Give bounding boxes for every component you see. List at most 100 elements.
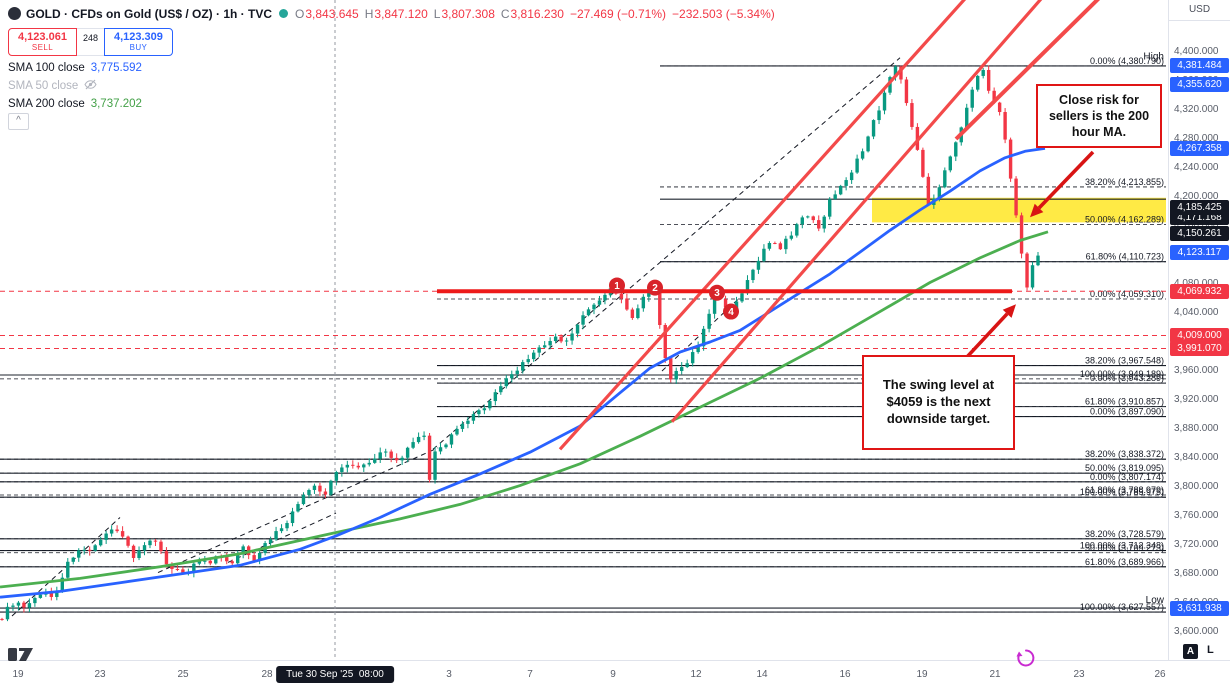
fib-label: 61.80% (3,910.857) bbox=[1085, 397, 1164, 407]
fib-retracement-lines[interactable]: 0.00% (4,380.790) 38.20% (4,213.855) 50.00… bbox=[0, 56, 1166, 613]
time-tick: 23 bbox=[94, 669, 106, 680]
indicator-row-sma50[interactable]: SMA 50 close bbox=[8, 77, 142, 95]
time-tick: 14 bbox=[756, 669, 768, 680]
sma50-label: SMA 50 close bbox=[8, 80, 79, 92]
price-tick: 4,040.000 bbox=[1174, 307, 1219, 318]
price-tick: 4,240.000 bbox=[1174, 162, 1219, 173]
ohlc-readout: O 3,843.645 H 3,847.120 L 3,807.308 C 3,816.… bbox=[295, 7, 775, 21]
price-tick: 4,200.000 bbox=[1174, 191, 1219, 202]
close-value: 3,816.230 bbox=[510, 6, 564, 21]
fib-label: 0.00% (4,380.790) bbox=[1090, 56, 1164, 66]
low-label: L bbox=[433, 6, 441, 21]
crosshair-date-badge: Tue 30 Sep '25 08:00 bbox=[276, 666, 394, 683]
fib-label: 0.00% (3,897.090) bbox=[1090, 407, 1164, 417]
price-tick: 4,320.000 bbox=[1174, 104, 1219, 115]
candlestick-series bbox=[0, 65, 1040, 622]
fib-label: 50.00% (3,709.273) bbox=[1085, 543, 1164, 553]
fib-label: 0.00% (3,943.289) bbox=[1090, 373, 1164, 383]
change-value: −27.469 (−0.71%) bbox=[569, 6, 667, 21]
low-tag: Low bbox=[1146, 595, 1165, 606]
price-tick: 3,920.000 bbox=[1174, 394, 1219, 405]
buy-label: BUY bbox=[129, 43, 148, 52]
fib-label: 0.00% (3,807.174) bbox=[1090, 472, 1164, 482]
price-badge: 4,267.358 bbox=[1170, 140, 1229, 156]
price-badge: 4,150.261 bbox=[1170, 225, 1229, 241]
price-badge: 4,355.620 bbox=[1170, 76, 1229, 92]
price-chart-canvas[interactable]: 0.00% (4,380.790) 38.20% (4,213.855) 50.00… bbox=[0, 0, 1168, 660]
svg-text:2: 2 bbox=[652, 283, 658, 294]
indicator-row-sma200[interactable]: SMA 200 close 3,737.202 bbox=[8, 95, 142, 113]
axis-currency-label: USD bbox=[1169, 0, 1230, 21]
buy-button[interactable]: 4,123.309 BUY bbox=[103, 28, 173, 56]
time-tick: 7 bbox=[527, 669, 533, 680]
price-badge: 4,009.000 bbox=[1170, 327, 1229, 343]
svg-text:1: 1 bbox=[614, 281, 620, 292]
sma200-value: 3,737.202 bbox=[90, 98, 142, 110]
eye-off-icon[interactable] bbox=[84, 79, 97, 93]
red-channel-lines[interactable] bbox=[558, 0, 1118, 451]
sell-button[interactable]: 4,123.061 SELL bbox=[8, 28, 77, 56]
log-scale-button[interactable]: L bbox=[1207, 644, 1214, 656]
chart-legend: GOLD · CFDs on Gold (US$ / OZ) · 1h · TV… bbox=[8, 5, 775, 130]
price-tick: 3,960.000 bbox=[1174, 365, 1219, 376]
dashed-trendlines[interactable] bbox=[11, 57, 901, 617]
tradingview-logo[interactable] bbox=[8, 645, 42, 669]
low-value: 3,807.308 bbox=[441, 6, 495, 21]
time-tick: 23 bbox=[1073, 669, 1085, 680]
annotation-box-swing-level[interactable]: The swing level at $4059 is the next dow… bbox=[862, 355, 1015, 450]
price-tick: 3,720.000 bbox=[1174, 539, 1219, 550]
collapse-legend-button[interactable]: ^ bbox=[8, 113, 29, 130]
price-badge: 3,991.070 bbox=[1170, 340, 1229, 356]
fib-label: 38.20% (3,967.548) bbox=[1085, 356, 1164, 366]
order-widget: 4,123.061 SELL 248 4,123.309 BUY bbox=[8, 28, 173, 56]
price-tick: 3,600.000 bbox=[1174, 626, 1219, 637]
time-tick: 26 bbox=[1154, 669, 1166, 680]
price-tick: 4,280.000 bbox=[1174, 133, 1219, 144]
fib-label: 61.80% (3,788.979) bbox=[1085, 485, 1164, 495]
time-tick: 19 bbox=[916, 669, 928, 680]
svg-text:4: 4 bbox=[728, 307, 734, 318]
replay-icon[interactable] bbox=[1016, 648, 1036, 673]
sma200-line[interactable] bbox=[0, 230, 1049, 589]
sell-label: SELL bbox=[31, 43, 54, 52]
time-tick: 16 bbox=[839, 669, 851, 680]
fib-label: 100.00% (3,627.557) bbox=[1080, 602, 1164, 612]
price-badge: 4,123.117 bbox=[1170, 245, 1229, 261]
fib-label: 50.00% (4,162.289) bbox=[1085, 214, 1164, 224]
fib-label: 38.20% (3,838.372) bbox=[1085, 449, 1164, 459]
time-tick: 19 bbox=[12, 669, 24, 680]
sma100-line[interactable] bbox=[0, 147, 1046, 599]
sma200-label: SMA 200 close bbox=[8, 98, 85, 110]
market-status-icon bbox=[279, 9, 288, 18]
open-value: 3,843.645 bbox=[305, 6, 359, 21]
fib-label: 38.20% (3,728.579) bbox=[1085, 529, 1164, 539]
open-label: O bbox=[295, 6, 305, 21]
time-axis[interactable]: 19 23 25 28 3 7 9 12 14 16 19 21 23 26 Tue 30 Sep '25 … bbox=[0, 660, 1230, 692]
fib-label: 0.00% (4,059.310) bbox=[1090, 289, 1164, 299]
price-axis[interactable]: USD 4,400.0004,360.0004,320.0004,280.000… bbox=[1168, 0, 1230, 660]
fib-label: 100.00% (3,785.975) bbox=[1080, 487, 1164, 497]
price-badge: 4,185.425 bbox=[1170, 200, 1229, 216]
numbered-markers[interactable]: 1 2 34 bbox=[609, 277, 739, 320]
symbol-title-row[interactable]: GOLD · CFDs on Gold (US$ / OZ) · 1h · TV… bbox=[8, 5, 775, 22]
auto-scale-button[interactable]: A bbox=[1183, 644, 1198, 659]
high-label: H bbox=[364, 6, 374, 21]
price-tick: 3,800.000 bbox=[1174, 481, 1219, 492]
time-tick: 25 bbox=[177, 669, 189, 680]
change-percent-value: −232.503 (−5.34%) bbox=[672, 6, 775, 21]
spread-value: 248 bbox=[76, 28, 104, 56]
high-tag: High bbox=[1143, 51, 1164, 62]
fib-label: 38.20% (4,213.855) bbox=[1085, 177, 1164, 187]
indicator-row-sma100[interactable]: SMA 100 close 3,775.592 bbox=[8, 59, 142, 77]
sma100-label: SMA 100 close bbox=[8, 62, 85, 74]
fib-label: 100.00% (3,712.348) bbox=[1080, 541, 1164, 551]
annotation-box-close-risk[interactable]: Close risk for sellers is the 200 hour M… bbox=[1036, 84, 1162, 148]
symbol-title[interactable]: GOLD · CFDs on Gold (US$ / OZ) · 1h · TV… bbox=[26, 6, 272, 21]
price-tick: 4,160.000 bbox=[1174, 220, 1219, 231]
swing-level-lines[interactable] bbox=[0, 65, 1166, 613]
time-tick: 28 bbox=[261, 669, 273, 680]
sell-price: 4,123.061 bbox=[18, 31, 67, 43]
fib-label: 100.00% (3,949.189) bbox=[1080, 369, 1164, 379]
price-badge: 4,069.932 bbox=[1170, 283, 1229, 299]
price-tick: 3,840.000 bbox=[1174, 452, 1219, 463]
